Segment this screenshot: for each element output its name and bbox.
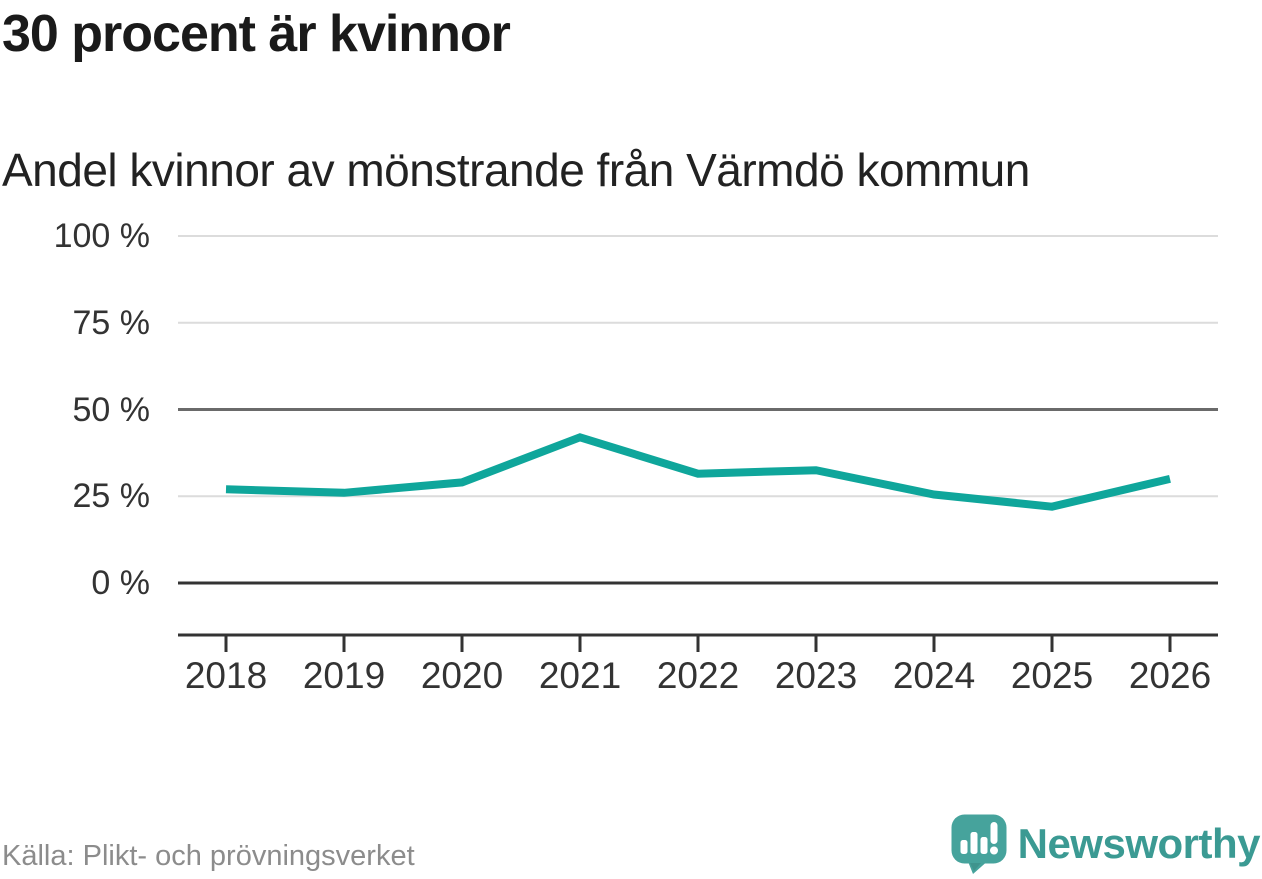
x-tick-label: 2024 (892, 655, 976, 696)
newsworthy-logo: Newsworthy (950, 812, 1261, 876)
y-tick-label: 75 % (72, 303, 151, 342)
trend-line (225, 433, 1171, 511)
chart-subtitle: Andel kvinnor av mönstrande från Värmdö … (2, 144, 1030, 196)
y-tick-label: 100 % (53, 217, 150, 255)
x-tick-label: 2026 (1128, 655, 1212, 696)
newsworthy-logo-icon (951, 814, 1007, 874)
y-tick-label: 50 % (72, 390, 151, 429)
x-tick-label: 2020 (420, 655, 504, 696)
x-tick-label: 2021 (538, 655, 622, 696)
x-tick-label: 2022 (656, 655, 740, 696)
chart-title: 30 procent är kvinnor (2, 5, 511, 63)
y-tick-label: 0 % (91, 564, 150, 602)
x-tick-label: 2023 (774, 655, 858, 696)
x-tick-label: 2018 (184, 655, 268, 696)
source-caption: Källa: Plikt- och prövningsverket (2, 840, 415, 872)
newsworthy-wordmark: Newsworthy (1017, 820, 1261, 867)
x-tick-label: 2019 (302, 655, 386, 696)
y-tick-label: 25 % (72, 477, 151, 516)
x-tick-label: 2025 (1010, 655, 1094, 696)
